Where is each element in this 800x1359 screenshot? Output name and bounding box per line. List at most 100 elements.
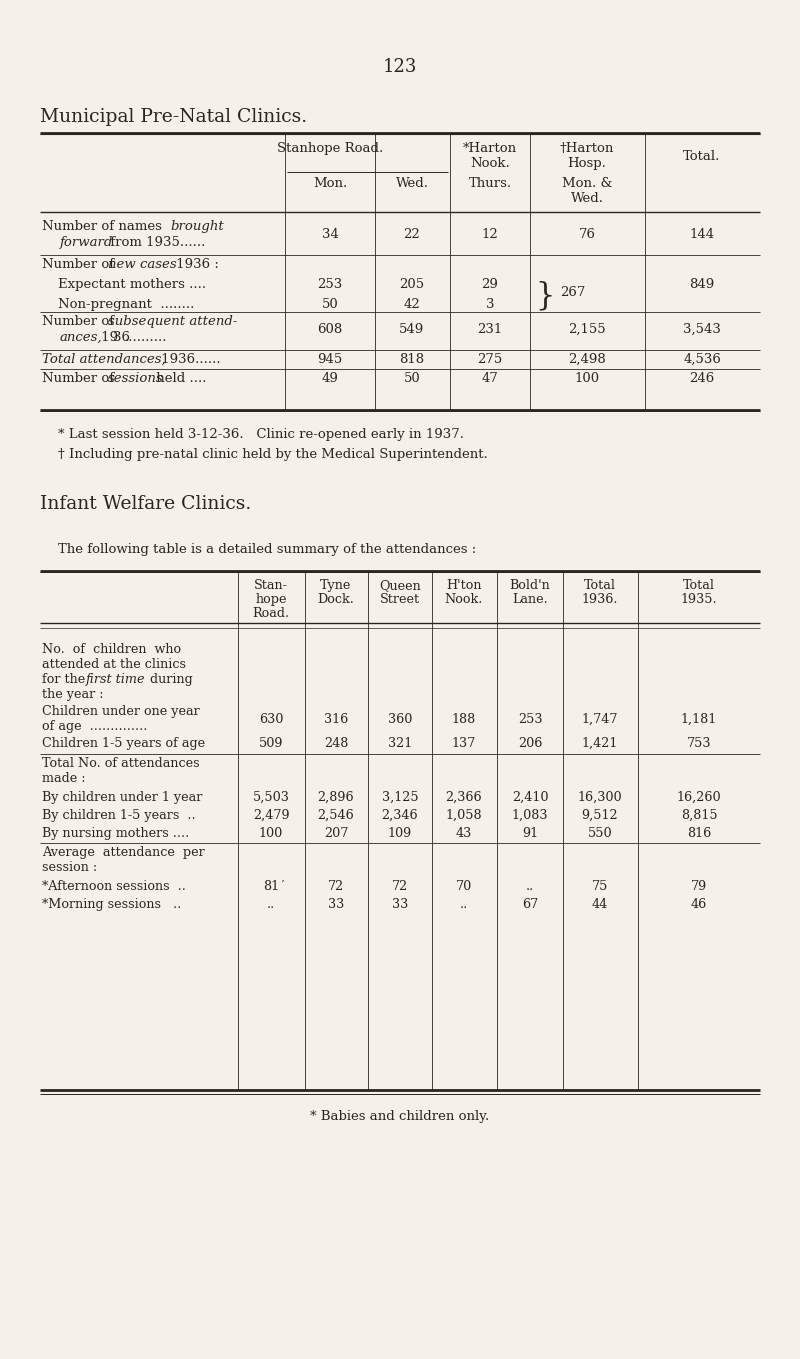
Text: }: }: [535, 280, 554, 311]
Text: 253: 253: [318, 279, 342, 291]
Text: †Harton: †Harton: [560, 141, 614, 155]
Text: 207: 207: [324, 828, 348, 840]
Text: 70: 70: [456, 881, 472, 893]
Text: 2,498: 2,498: [568, 353, 606, 366]
Text: Dock.: Dock.: [318, 593, 354, 606]
Text: 2,155: 2,155: [568, 323, 606, 336]
Text: Number of: Number of: [42, 315, 118, 328]
Text: session :: session :: [42, 862, 98, 874]
Text: 16,260: 16,260: [677, 791, 722, 805]
Text: † Including pre-natal clinic held by the Medical Superintendent.: † Including pre-natal clinic held by the…: [58, 448, 488, 461]
Text: Total.: Total.: [683, 149, 721, 163]
Text: Expectant mothers ....: Expectant mothers ....: [58, 279, 206, 291]
Text: 72: 72: [392, 881, 408, 893]
Text: 72: 72: [328, 881, 344, 893]
Text: By children under 1 year: By children under 1 year: [42, 791, 202, 805]
Text: attended at the clinics: attended at the clinics: [42, 658, 186, 671]
Text: Wed.: Wed.: [570, 192, 603, 205]
Text: 3,125: 3,125: [382, 791, 418, 805]
Text: 3,543: 3,543: [683, 323, 721, 336]
Text: *Harton: *Harton: [463, 141, 517, 155]
Text: No.  of  children  who: No. of children who: [42, 643, 181, 656]
Text: 5,503: 5,503: [253, 791, 290, 805]
Text: 206: 206: [518, 737, 542, 750]
Text: during: during: [146, 673, 193, 686]
Text: 137: 137: [452, 737, 476, 750]
Text: 4,536: 4,536: [683, 353, 721, 366]
Text: 1936 :: 1936 :: [172, 258, 219, 270]
Text: By children 1-5 years  ..: By children 1-5 years ..: [42, 809, 196, 822]
Text: 205: 205: [399, 279, 425, 291]
Text: The following table is a detailed summary of the attendances :: The following table is a detailed summar…: [58, 544, 476, 556]
Text: 33: 33: [392, 898, 408, 911]
Text: Queen: Queen: [379, 579, 421, 593]
Text: Road.: Road.: [253, 607, 290, 620]
Text: 91: 91: [522, 828, 538, 840]
Text: Children 1-5 years of age: Children 1-5 years of age: [42, 737, 205, 750]
Text: Total attendances,: Total attendances,: [42, 353, 166, 366]
Text: 50: 50: [322, 298, 338, 311]
Text: first time: first time: [86, 673, 146, 686]
Text: Number of names: Number of names: [42, 220, 166, 232]
Text: 1,421: 1,421: [582, 737, 618, 750]
Text: subsequent attend-: subsequent attend-: [108, 315, 238, 328]
Text: *Afternoon sessions  ..: *Afternoon sessions ..: [42, 881, 186, 893]
Text: 42: 42: [404, 298, 420, 311]
Text: 50: 50: [404, 372, 420, 385]
Text: made :: made :: [42, 772, 86, 786]
Text: 12: 12: [482, 228, 498, 241]
Text: 550: 550: [588, 828, 612, 840]
Text: 818: 818: [399, 353, 425, 366]
Text: 945: 945: [318, 353, 342, 366]
Text: 849: 849: [690, 279, 714, 291]
Text: 1,058: 1,058: [446, 809, 482, 822]
Text: 2,410: 2,410: [512, 791, 548, 805]
Text: from 1935......: from 1935......: [106, 236, 206, 249]
Text: 360: 360: [388, 713, 412, 726]
Text: *Morning sessions   ..: *Morning sessions ..: [42, 898, 182, 911]
Text: 33: 33: [328, 898, 344, 911]
Text: 76: 76: [578, 228, 595, 241]
Text: 549: 549: [399, 323, 425, 336]
Text: 109: 109: [388, 828, 412, 840]
Text: H'ton: H'ton: [446, 579, 482, 593]
Text: Hosp.: Hosp.: [567, 158, 606, 170]
Text: * Babies and children only.: * Babies and children only.: [310, 1110, 490, 1123]
Text: Bold'n: Bold'n: [510, 579, 550, 593]
Text: 2,366: 2,366: [446, 791, 482, 805]
Text: Wed.: Wed.: [395, 177, 429, 190]
Text: 29: 29: [482, 279, 498, 291]
Text: ..: ..: [460, 898, 468, 911]
Text: 19: 19: [97, 332, 118, 344]
Text: 49: 49: [322, 372, 338, 385]
Text: Number of: Number of: [42, 258, 118, 270]
Text: 100: 100: [259, 828, 283, 840]
Text: 316: 316: [324, 713, 348, 726]
Text: 1,747: 1,747: [582, 713, 618, 726]
Text: Non-pregnant  ........: Non-pregnant ........: [58, 298, 194, 311]
Text: 246: 246: [690, 372, 714, 385]
Text: ..........: ..........: [125, 332, 167, 344]
Text: new cases: new cases: [108, 258, 177, 270]
Text: Nook.: Nook.: [470, 158, 510, 170]
Text: Stanhope Road.: Stanhope Road.: [277, 141, 383, 155]
Text: 321: 321: [388, 737, 412, 750]
Text: 753: 753: [686, 737, 711, 750]
Text: 47: 47: [482, 372, 498, 385]
Text: Total: Total: [683, 579, 715, 593]
Text: ances,: ances,: [60, 332, 102, 344]
Text: Lane.: Lane.: [512, 593, 548, 606]
Text: brought: brought: [170, 220, 224, 232]
Text: 123: 123: [383, 58, 417, 76]
Text: 34: 34: [322, 228, 338, 241]
Text: 816: 816: [687, 828, 711, 840]
Text: 43: 43: [456, 828, 472, 840]
Text: Infant Welfare Clinics.: Infant Welfare Clinics.: [40, 495, 251, 512]
Text: Total: Total: [584, 579, 616, 593]
Text: 275: 275: [478, 353, 502, 366]
Text: 2,346: 2,346: [382, 809, 418, 822]
Text: 267: 267: [560, 285, 586, 299]
Text: 3: 3: [486, 298, 494, 311]
Text: * Last session held 3-12-36.   Clinic re-opened early in 1937.: * Last session held 3-12-36. Clinic re-o…: [58, 428, 464, 442]
Text: 248: 248: [324, 737, 348, 750]
